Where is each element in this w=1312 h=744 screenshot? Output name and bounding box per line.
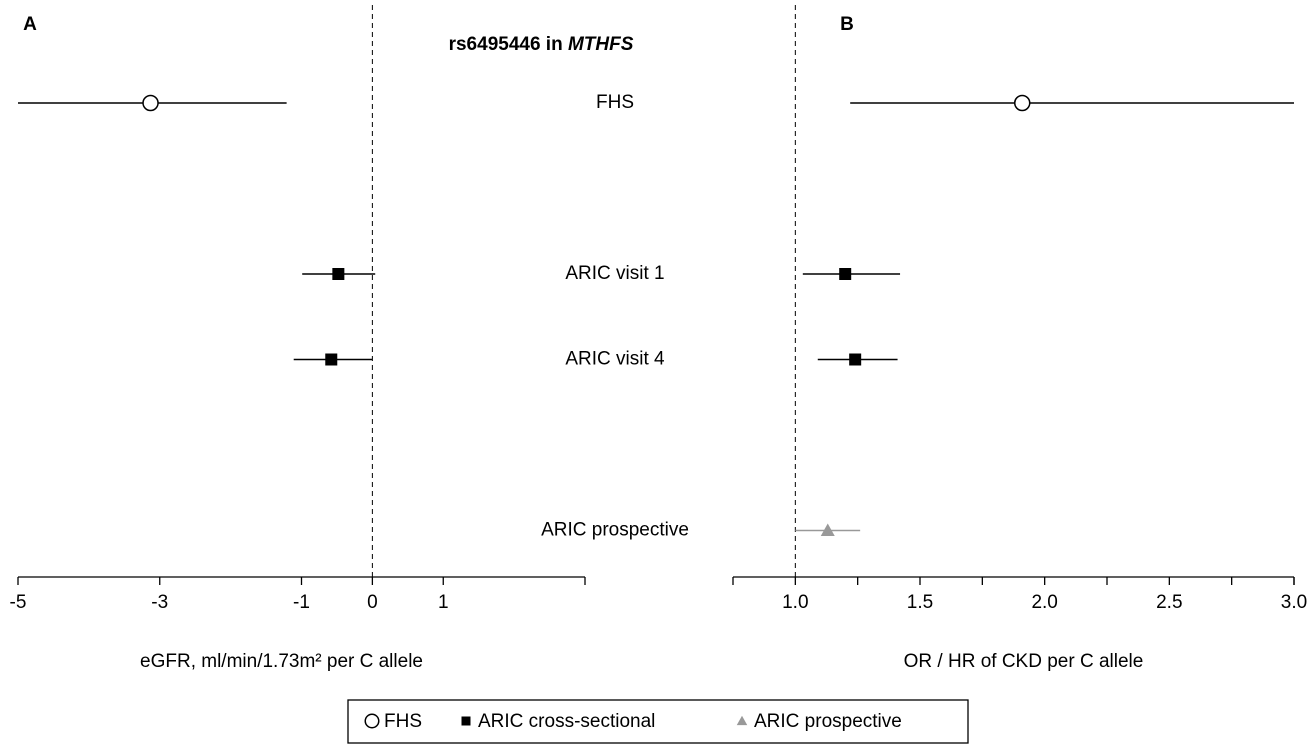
x-tick-label: -3 xyxy=(151,592,168,613)
row-label: ARIC visit 4 xyxy=(565,349,665,370)
legend-box xyxy=(347,699,969,744)
point xyxy=(325,353,338,366)
row-label: ARIC visit 1 xyxy=(565,263,664,284)
point xyxy=(461,716,471,726)
x-tick-label: 0 xyxy=(367,592,378,613)
legend-label: ARIC cross-sectional xyxy=(478,711,655,732)
x-tick-label: 1.5 xyxy=(907,592,933,613)
x-tick-label: 3.0 xyxy=(1281,592,1307,613)
chart-title: rs6495446 in MTHFS xyxy=(449,34,634,55)
legend-label: FHS xyxy=(384,711,422,732)
x-tick-label: -1 xyxy=(293,592,310,613)
title-gene: MTHFS xyxy=(568,34,634,55)
x-tick-label: 1.0 xyxy=(782,592,808,613)
point xyxy=(839,268,852,280)
point xyxy=(849,353,862,366)
panel-label: A xyxy=(23,14,37,35)
row-label: ARIC prospective xyxy=(541,520,689,541)
point xyxy=(820,523,835,536)
legend-label: ARIC prospective xyxy=(754,711,902,732)
panel-label: B xyxy=(840,14,854,35)
title-text: rs6495446 in xyxy=(449,34,563,55)
point xyxy=(1013,94,1031,112)
x-tick-label: -5 xyxy=(10,592,27,613)
x-axis-label: eGFR, ml/min/1.73m² per C allele xyxy=(140,651,423,672)
x-tick-label: 1 xyxy=(438,592,449,613)
point xyxy=(364,713,380,729)
x-axis-label: OR / HR of CKD per C allele xyxy=(904,651,1144,672)
row-label: FHS xyxy=(596,92,634,113)
point xyxy=(736,715,748,726)
point xyxy=(332,268,345,280)
x-tick-label: 2.5 xyxy=(1156,592,1182,613)
x-tick-label: 2.0 xyxy=(1031,592,1057,613)
point xyxy=(142,94,159,112)
